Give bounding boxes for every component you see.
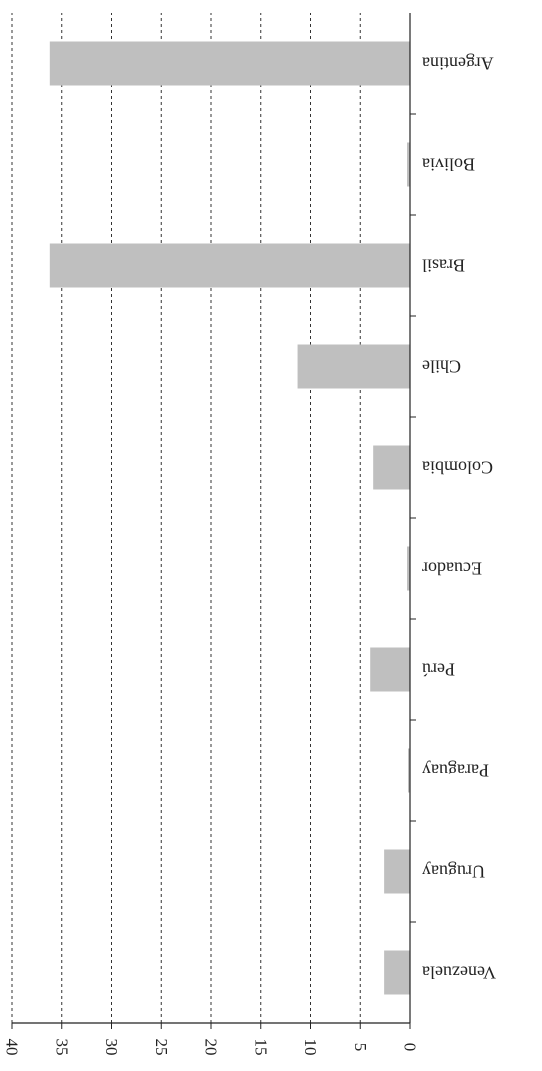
value-tick-label-35: 35 <box>52 1039 71 1056</box>
category-label-argentina: Argentina <box>422 54 494 74</box>
value-tick-label-40: 40 <box>3 1039 22 1056</box>
category-label-colombia: Colombia <box>422 458 493 478</box>
value-tick-label-30: 30 <box>102 1039 121 1056</box>
category-label-ecuador: Ecuador <box>422 559 482 579</box>
category-label-bolivia: Bolivia <box>422 155 475 175</box>
category-label-uruguay: Uruguay <box>422 862 485 882</box>
bar-brasil <box>50 244 410 288</box>
bar-venezuela <box>384 951 410 995</box>
value-tick-label-10: 10 <box>301 1039 320 1056</box>
value-tick-label-25: 25 <box>152 1039 171 1056</box>
value-tick-label-0: 0 <box>401 1043 420 1052</box>
category-label-perú: Perú <box>422 660 455 680</box>
category-label-venezuela: Venezuela <box>422 963 496 983</box>
bar-argentina <box>50 42 410 86</box>
axes <box>12 13 416 1029</box>
bars <box>50 42 410 995</box>
bar-colombia <box>373 446 410 490</box>
grid-lines <box>12 13 360 1023</box>
category-label-brasil: Brasil <box>422 256 465 276</box>
category-label-paraguay: Paraguay <box>422 761 489 781</box>
bar-chile <box>298 345 410 389</box>
value-tick-label-20: 20 <box>202 1039 221 1056</box>
value-tick-label-5: 5 <box>351 1043 370 1052</box>
labels: 0 5 10 15 20 25 30 35 40 Argentina Bolivia Brasil Ch… <box>3 54 496 1056</box>
value-tick-label-15: 15 <box>251 1039 270 1056</box>
bar-uruguay <box>384 850 410 894</box>
bar-perú <box>370 648 410 692</box>
category-label-chile: Chile <box>422 357 461 377</box>
